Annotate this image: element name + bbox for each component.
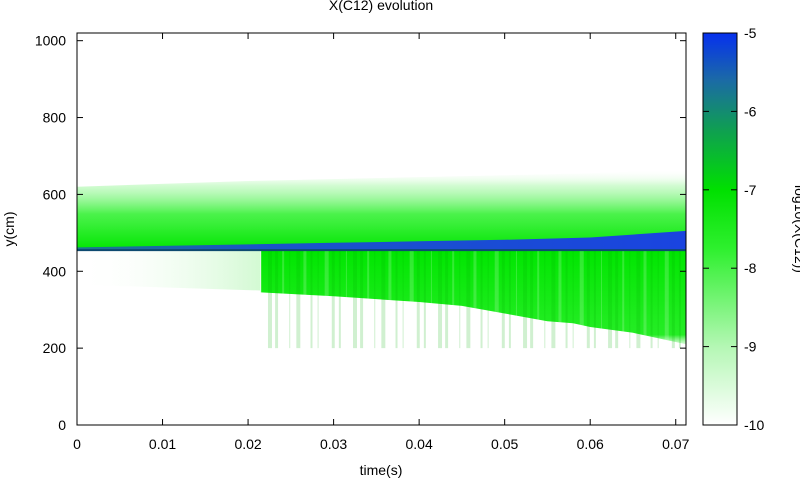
colorbar-tick-label: -9 — [744, 339, 757, 355]
x-tick-label: 0.07 — [662, 436, 689, 452]
upper-green-region — [77, 169, 686, 251]
x-tick-label: 0.04 — [406, 436, 433, 452]
y-tick-label: 200 — [43, 340, 67, 356]
y-axis: 0 200 400 600 800 1000 — [35, 33, 686, 433]
x-axis-label: time(s) — [360, 462, 403, 478]
colorbar-tick-label: -10 — [744, 417, 764, 433]
x-tick-label: 0.05 — [491, 436, 518, 452]
lower-region-streaks — [260, 250, 681, 349]
y-tick-label: 0 — [58, 417, 66, 433]
x-axis: 0 0.01 0.02 0.03 0.04 0.05 0.06 0.07 — [73, 33, 690, 452]
y-tick-label: 600 — [43, 186, 67, 202]
y-tick-label: 400 — [43, 263, 67, 279]
heatmap-field — [77, 169, 686, 349]
y-tick-label: 1000 — [35, 33, 66, 49]
x-tick-label: 0.03 — [320, 436, 347, 452]
colorbar-tick-label: -6 — [744, 103, 757, 119]
x-tick-label: 0.06 — [577, 436, 604, 452]
lower-green-region — [260, 250, 686, 345]
colorbar-tick-label: -7 — [744, 182, 757, 198]
x-tick-label: 0 — [73, 436, 81, 452]
colorbar-tick-label: -5 — [744, 25, 757, 41]
faint-lower-region — [77, 250, 261, 291]
plot-frame — [76, 32, 687, 426]
blue-band — [77, 230, 686, 251]
colorbar-axis: -10 -9 -8 -7 -6 -5 — [703, 25, 764, 433]
colorbar — [702, 32, 738, 426]
x-tick-label: 0.01 — [149, 436, 176, 452]
y-tick-label: 800 — [43, 110, 67, 126]
y-axis-label: y(cm) — [1, 212, 17, 247]
chart-title: X(C12) evolution — [329, 0, 433, 13]
colorbar-tick-label: -8 — [744, 260, 757, 276]
colorbar-label: log10(X(C12)) — [792, 185, 800, 273]
x-tick-label: 0.02 — [234, 436, 261, 452]
